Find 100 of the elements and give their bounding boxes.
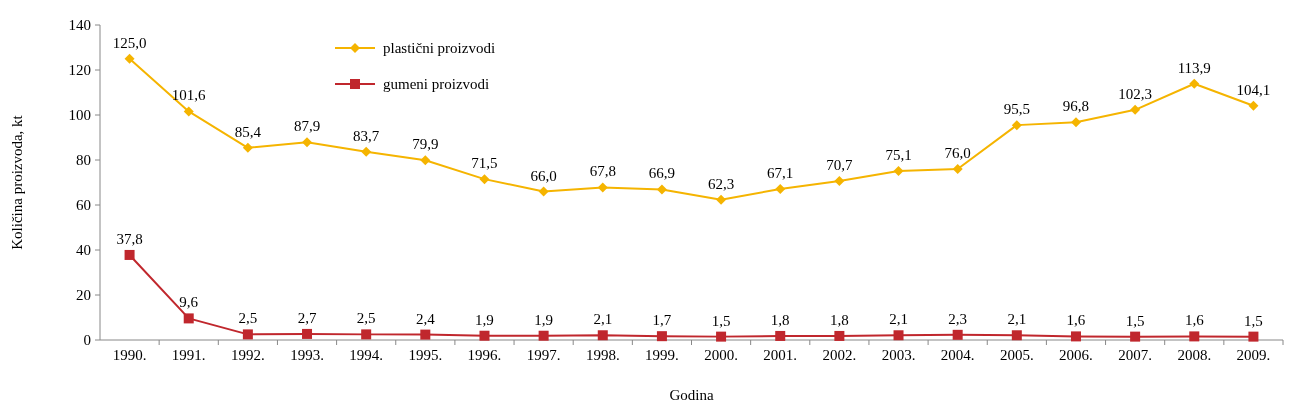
x-tick-label: 2007.	[1118, 347, 1152, 363]
x-tick-label: 1993.	[290, 347, 324, 363]
data-label: 70,7	[826, 156, 853, 173]
x-tick-label: 1995.	[408, 347, 443, 363]
point	[124, 249, 135, 260]
point	[1011, 120, 1022, 131]
x-tick-label: 2002.	[822, 347, 857, 363]
point	[1189, 78, 1200, 89]
data-label: 85,4	[234, 123, 262, 140]
point	[479, 174, 490, 185]
x-tick-label: 2008.	[1177, 347, 1212, 363]
data-label: 75,1	[885, 147, 912, 164]
data-label: 1,5	[1125, 312, 1145, 329]
y-tick-label: 40	[76, 242, 91, 259]
point	[952, 329, 963, 340]
data-label: 83,7	[353, 127, 380, 144]
point	[1070, 331, 1081, 342]
data-label: 67,8	[589, 163, 616, 180]
data-label: 66,0	[530, 167, 557, 184]
point	[183, 106, 194, 117]
point	[1011, 330, 1022, 341]
point	[242, 329, 253, 340]
x-tick-label: 1990.	[112, 347, 147, 363]
data-label: 1,5	[711, 312, 731, 329]
point	[893, 166, 904, 177]
data-label: 1,6	[1184, 312, 1205, 329]
data-label: 2,3	[948, 310, 968, 327]
x-tick-label: 2009.	[1236, 347, 1271, 363]
data-label: 2,1	[889, 311, 908, 328]
point	[834, 330, 845, 341]
data-label: 37,8	[116, 230, 143, 247]
point	[361, 146, 372, 157]
data-label: 1,9	[475, 311, 494, 328]
data-label: 1,5	[1244, 312, 1263, 329]
x-tick-label: 2003.	[881, 347, 916, 363]
data-label: 67,1	[767, 165, 794, 182]
data-label: 1,6	[1066, 312, 1086, 329]
y-tick-label: 0	[83, 332, 91, 349]
x-tick-label: 1994.	[349, 347, 384, 363]
point	[302, 328, 313, 339]
x-tick-label: 1997.	[526, 347, 561, 363]
point	[538, 186, 549, 197]
data-label: 87,9	[293, 118, 321, 135]
point	[1070, 117, 1081, 128]
point	[597, 182, 608, 193]
data-label: 113,9	[1177, 59, 1211, 76]
data-label: 104,1	[1236, 81, 1271, 98]
data-label: 9,6	[179, 294, 199, 311]
point	[242, 142, 253, 153]
point	[775, 184, 786, 195]
point	[124, 53, 135, 64]
x-tick-label: 1998.	[585, 347, 620, 363]
data-label: 79,9	[412, 136, 439, 153]
point	[1248, 331, 1259, 342]
y-tick-label: 100	[68, 107, 91, 124]
y-tick-label: 20	[76, 287, 91, 304]
point	[775, 330, 786, 341]
x-tick-label: 2004.	[940, 347, 975, 363]
legend-label: plastični proizvodi	[383, 40, 496, 57]
data-label: 2,7	[297, 309, 317, 326]
point	[420, 155, 431, 166]
point	[479, 330, 490, 341]
data-label: 96,8	[1062, 98, 1090, 115]
x-tick-label: 2006.	[1059, 347, 1093, 363]
x-tick-label: 1999.	[645, 347, 679, 363]
point	[716, 194, 727, 205]
y-tick-label: 140	[68, 17, 91, 34]
data-label: 95,5	[1003, 101, 1030, 118]
data-label: 1,8	[770, 311, 790, 328]
point	[1130, 331, 1141, 342]
point	[656, 331, 667, 342]
data-label: 1,7	[652, 312, 672, 329]
x-tick-label: 1991.	[171, 347, 206, 363]
data-label: 2,1	[1007, 311, 1027, 328]
point	[834, 175, 845, 186]
point	[597, 330, 608, 341]
y-tick-label: 120	[68, 62, 91, 79]
data-label: 66,9	[648, 165, 676, 182]
point	[893, 330, 904, 341]
data-label: 102,3	[1118, 85, 1152, 102]
point	[302, 137, 313, 148]
x-tick-label: 2001.	[763, 347, 798, 363]
point	[538, 330, 549, 341]
point	[1130, 104, 1141, 115]
data-label: 2,4	[415, 310, 436, 327]
data-label: 1,9	[534, 311, 553, 328]
point	[952, 164, 963, 174]
point	[1189, 331, 1200, 342]
point	[1248, 100, 1259, 111]
x-tick-label: 1996.	[467, 347, 502, 363]
data-label: 2,5	[238, 310, 258, 327]
data-label: 71,5	[471, 155, 498, 172]
point	[361, 329, 372, 340]
x-tick-label: 2000.	[704, 347, 738, 363]
y-axis-title: Količina proizvoda, kt	[9, 114, 25, 250]
point	[716, 331, 727, 342]
point	[183, 313, 194, 324]
point	[420, 329, 431, 340]
x-axis-title: Godina	[669, 387, 714, 403]
data-label: 62,3	[707, 175, 735, 192]
